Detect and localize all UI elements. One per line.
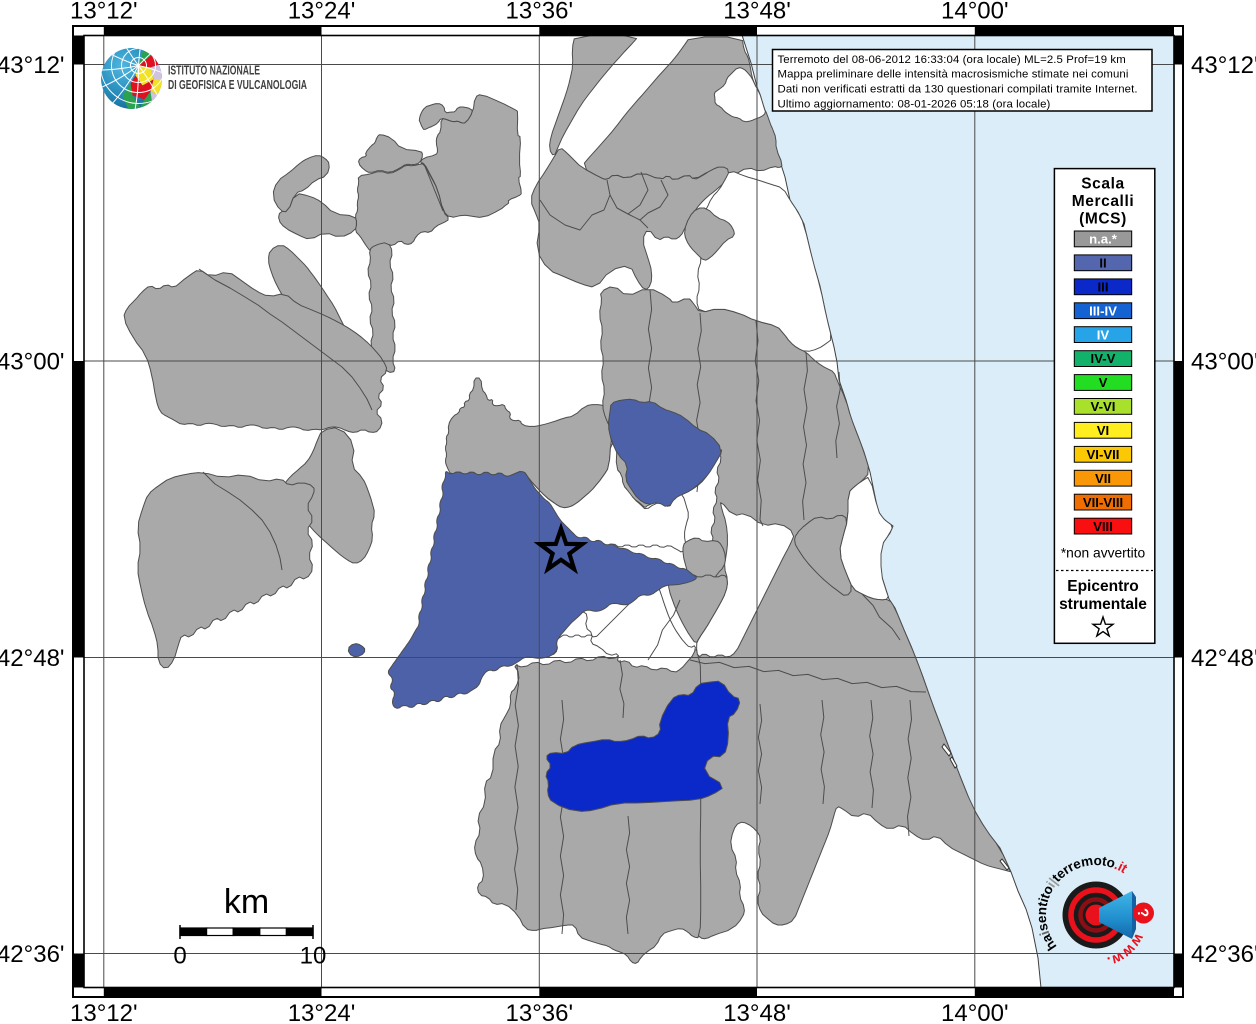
svg-text:III-IV: III-IV	[1089, 303, 1117, 318]
svg-text:Ultimo aggiornamento: 08-01-20: Ultimo aggiornamento: 08-01-2026 05:18 (…	[778, 99, 1051, 111]
svg-text:Scala: Scala	[1081, 176, 1125, 193]
svg-text:n.a.*: n.a.*	[1089, 232, 1118, 247]
svg-text:42°36': 42°36'	[1191, 941, 1256, 968]
svg-text:strumentale: strumentale	[1059, 596, 1147, 613]
svg-text:IV: IV	[1097, 327, 1110, 342]
svg-text:43°12': 43°12'	[1191, 52, 1256, 79]
svg-text:10: 10	[300, 943, 327, 970]
svg-text:VI-VII: VI-VII	[1087, 447, 1120, 462]
svg-text:ISTITUTO NAZIONALE: ISTITUTO NAZIONALE	[168, 63, 260, 78]
svg-text:42°48': 42°48'	[1191, 645, 1256, 672]
svg-text:Mappa preliminare delle intens: Mappa preliminare delle intensità macros…	[778, 69, 1129, 81]
svg-text:VII: VII	[1095, 471, 1111, 486]
svg-text:Terremoto del 08-06-2012 16:33: Terremoto del 08-06-2012 16:33:04 (ora l…	[778, 54, 1126, 66]
svg-text:13°36': 13°36'	[506, 0, 574, 25]
svg-text:Epicentro: Epicentro	[1067, 578, 1138, 595]
svg-text:14°00': 14°00'	[941, 0, 1009, 25]
svg-text:DI GEOFISICA E VULCANOLOGIA: DI GEOFISICA E VULCANOLOGIA	[168, 77, 307, 92]
svg-text:13°12': 13°12'	[70, 0, 138, 25]
svg-text:13°12': 13°12'	[70, 1000, 138, 1024]
svg-text:II: II	[1099, 256, 1106, 271]
svg-text:42°48': 42°48'	[0, 645, 65, 672]
svg-text:III: III	[1098, 280, 1109, 295]
svg-text:43°12': 43°12'	[0, 52, 65, 79]
svg-text:43°00': 43°00'	[1191, 349, 1256, 376]
svg-text:km: km	[224, 883, 269, 921]
svg-text:VIII: VIII	[1093, 519, 1113, 534]
svg-text:V-VI: V-VI	[1091, 399, 1116, 414]
svg-text:14°00': 14°00'	[941, 1000, 1009, 1024]
svg-text:VI: VI	[1097, 423, 1109, 438]
svg-text:Dati non verificati estratti d: Dati non verificati estratti da 130 ques…	[778, 84, 1138, 96]
svg-text:42°36': 42°36'	[0, 941, 65, 968]
svg-text:Mercalli: Mercalli	[1072, 193, 1135, 210]
svg-text:V: V	[1099, 375, 1108, 390]
svg-text:43°00': 43°00'	[0, 349, 65, 376]
svg-text:0: 0	[173, 943, 186, 970]
svg-text:13°24': 13°24'	[288, 0, 356, 25]
svg-text:VII-VIII: VII-VIII	[1083, 495, 1123, 510]
svg-text:13°48': 13°48'	[723, 1000, 791, 1024]
svg-text:(MCS): (MCS)	[1079, 211, 1127, 228]
svg-text:13°48': 13°48'	[723, 0, 791, 25]
svg-text:13°36': 13°36'	[506, 1000, 574, 1024]
svg-text:IV-V: IV-V	[1091, 351, 1116, 366]
svg-text:13°24': 13°24'	[288, 1000, 356, 1024]
svg-text:?: ?	[1133, 907, 1151, 919]
svg-text:*non avvertito: *non avvertito	[1061, 546, 1146, 561]
